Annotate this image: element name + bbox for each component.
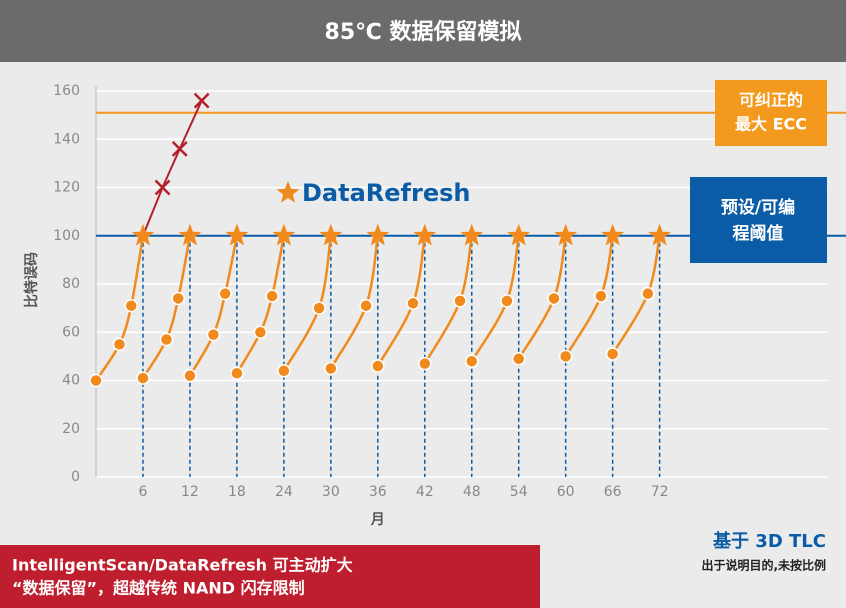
y-tick-label: 20	[62, 421, 80, 437]
point-marker	[218, 286, 232, 301]
ecc-box	[715, 80, 827, 146]
point-marker	[124, 298, 138, 313]
point-marker	[605, 347, 620, 361]
star-marker	[601, 223, 625, 246]
y-tick-label: 80	[62, 276, 80, 292]
x-tick-label: 42	[416, 484, 434, 500]
point-marker	[511, 352, 526, 366]
threshold-label: 程阈值	[733, 223, 784, 244]
note-sub: 出于说明目的,未按比例	[701, 558, 826, 573]
star-marker	[276, 181, 300, 203]
point-marker	[277, 364, 291, 378]
point-marker	[547, 291, 561, 306]
star-marker	[319, 223, 343, 246]
x-marker	[171, 141, 188, 157]
ecc-label: 最大 ECC	[735, 115, 807, 134]
point-marker	[418, 356, 432, 371]
refresh-curve	[141, 235, 192, 379]
point-marker	[371, 359, 385, 373]
x-tick-label: 60	[557, 484, 575, 500]
star-marker	[131, 223, 155, 246]
threshold-box	[690, 177, 827, 263]
point-marker	[253, 325, 268, 339]
star-marker	[225, 223, 249, 246]
star-marker	[366, 223, 390, 246]
point-marker	[312, 301, 326, 315]
point-marker	[641, 286, 655, 301]
y-tick-label: 140	[53, 131, 80, 147]
no-refresh-line	[142, 100, 203, 237]
star-marker	[460, 223, 484, 246]
chart-title: 85℃ 数据保留模拟	[325, 19, 522, 45]
y-tick-label: 160	[53, 83, 80, 99]
point-marker	[453, 294, 467, 308]
x-tick-label: 72	[651, 484, 669, 500]
x-axis-label: 月	[370, 512, 385, 528]
x-tick-label: 30	[322, 484, 340, 500]
data-refresh-label: DataRefresh	[302, 179, 470, 207]
refresh-curve	[188, 235, 239, 377]
note: 基于 3D TLC	[712, 530, 826, 552]
refresh-curve	[235, 235, 286, 374]
banner-text: IntelligentScan/DataRefresh 可主动扩大	[12, 556, 353, 575]
x-tick-label: 18	[228, 484, 246, 500]
point-marker	[136, 371, 150, 385]
point-marker	[265, 289, 279, 303]
point-marker	[359, 298, 373, 313]
point-marker	[171, 291, 185, 306]
y-tick-label: 100	[53, 228, 80, 244]
star-marker	[507, 223, 531, 246]
y-tick-label: 40	[62, 373, 80, 389]
ecc-label: 可纠正的	[739, 91, 803, 110]
point-marker	[159, 332, 174, 347]
star-marker	[178, 223, 202, 246]
point-marker	[594, 289, 608, 303]
x-tick-label: 66	[604, 484, 622, 500]
point-marker	[464, 354, 479, 368]
x-tick-label: 54	[510, 484, 528, 500]
title-bar	[0, 0, 846, 62]
x-tick-label: 24	[275, 484, 293, 500]
x-tick-label: 12	[181, 484, 199, 500]
x-tick-label: 48	[463, 484, 481, 500]
point-marker	[112, 337, 127, 352]
star-marker	[272, 223, 296, 246]
x-marker	[154, 179, 171, 196]
star-marker	[554, 223, 578, 246]
y-tick-label: 120	[53, 180, 80, 196]
banner	[0, 545, 540, 608]
point-marker	[406, 296, 420, 311]
point-marker	[89, 373, 103, 388]
x-tick-label: 36	[369, 484, 387, 500]
y-tick-label: 0	[71, 469, 80, 485]
threshold-label: 预设/可编	[721, 197, 795, 218]
star-marker	[413, 223, 437, 246]
point-marker	[230, 366, 244, 381]
y-tick-label: 60	[62, 324, 80, 340]
y-axis-label: 比特误码	[23, 252, 40, 308]
x-marker	[193, 92, 210, 109]
point-marker	[324, 361, 338, 376]
x-tick-label: 6	[139, 484, 148, 500]
point-marker	[500, 294, 514, 308]
point-marker	[206, 327, 221, 342]
star-marker	[648, 223, 671, 246]
point-marker	[183, 368, 197, 383]
banner-text: “数据保留”，超越传统 NAND 闪存限制	[12, 579, 305, 598]
refresh-curve	[94, 235, 145, 382]
point-marker	[558, 349, 573, 364]
